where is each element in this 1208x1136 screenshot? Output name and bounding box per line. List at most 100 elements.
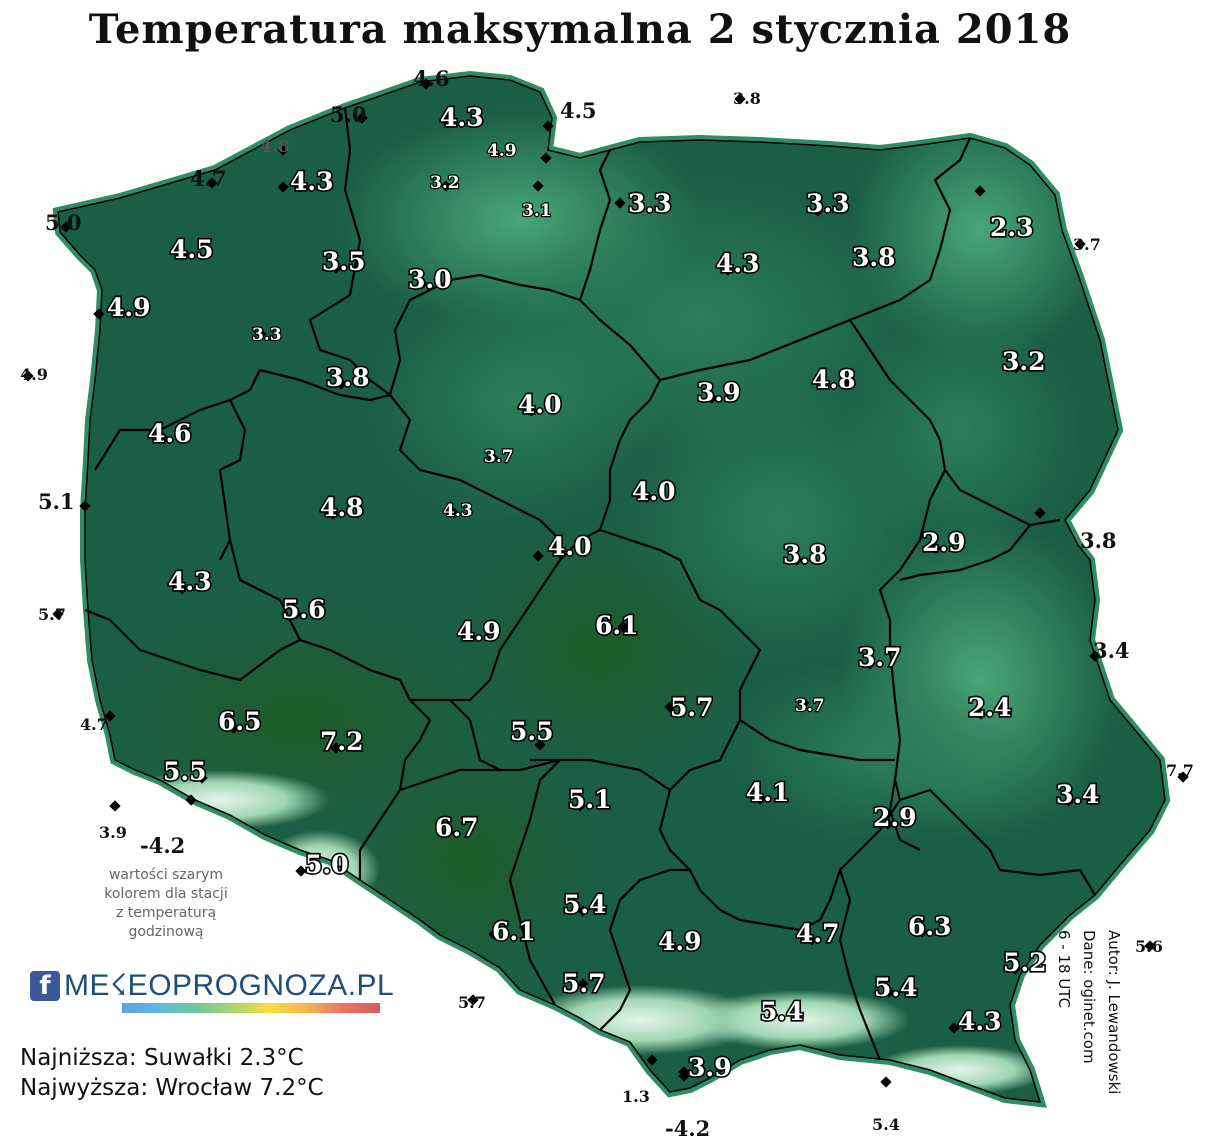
station: 5.4 — [872, 1076, 900, 1134]
station-value: 5.7 — [562, 969, 606, 998]
station: 3.7 — [483, 446, 515, 468]
note-line: wartości szarym — [108, 867, 224, 883]
station-value: 4.9 — [658, 927, 702, 956]
station-value: 6.5 — [218, 707, 262, 736]
station: 6.1 — [488, 915, 537, 948]
station-marker — [330, 262, 342, 274]
station: 3.0 — [406, 263, 453, 295]
station: 3.4 — [1054, 778, 1101, 810]
station-marker — [860, 256, 872, 268]
station-marker — [52, 608, 64, 620]
station-value: 3.9 — [688, 1053, 732, 1082]
station-marker — [176, 249, 188, 261]
author-credit: Autor: J. Lewandowski — [1105, 930, 1123, 1095]
station: 2.4 — [966, 691, 1013, 723]
station-marker — [617, 621, 629, 633]
station-marker — [864, 658, 876, 670]
station-marker — [448, 507, 460, 519]
station-value: 5.0 — [330, 102, 367, 127]
station-marker — [1144, 940, 1156, 952]
station-marker — [467, 994, 479, 1006]
station: 4.0 — [516, 388, 563, 420]
station: 4.3 — [277, 165, 335, 198]
station-marker — [930, 542, 942, 554]
station-marker — [488, 928, 500, 940]
station-marker — [330, 742, 342, 754]
station: 3.2 — [429, 172, 461, 194]
station: 5.7 — [38, 605, 66, 624]
station-value: 5.4 — [563, 890, 607, 919]
station-marker — [678, 1070, 690, 1082]
station-value: 4.8 — [260, 137, 290, 157]
note-line: godzinową — [128, 924, 204, 940]
station: 5.4 — [872, 971, 919, 1003]
gray-values-note: wartości szarym kolorem dla stacji z tem… — [86, 866, 246, 942]
station-value: 4.3 — [440, 103, 484, 132]
station: 5.5 — [508, 715, 555, 751]
station-value: 4.5 — [170, 235, 214, 264]
station-value: 3.5 — [322, 247, 366, 276]
station-marker — [842, 377, 854, 389]
station-marker — [812, 205, 824, 217]
voivodeship-borders — [84, 107, 1096, 1061]
station-marker — [1010, 362, 1022, 374]
station-value: 3.7 — [484, 447, 514, 467]
station: 4.3 — [166, 565, 213, 597]
station-marker — [327, 508, 339, 520]
station-value: 5.1 — [568, 785, 612, 814]
station-value: 6.7 — [435, 813, 479, 842]
logo-color-bar — [122, 1003, 380, 1013]
station-value: -4.2 — [665, 1116, 710, 1136]
station-marker — [1074, 238, 1086, 250]
station-marker — [540, 152, 552, 164]
station-value: 7.2 — [320, 727, 364, 756]
station: 4.6 — [146, 417, 193, 449]
station-value: 4.9 — [20, 365, 48, 384]
station-value: 3.8 — [326, 363, 370, 392]
station-marker — [614, 197, 626, 209]
station-marker — [882, 818, 894, 830]
station-value: 5.6 — [282, 595, 326, 624]
station-value: 3.1 — [522, 201, 552, 221]
station-value: 5.7 — [670, 693, 714, 722]
station: 5.6 — [1135, 937, 1163, 956]
station-marker — [646, 1054, 658, 1066]
station-marker — [1034, 507, 1046, 519]
station-value: 4.9 — [107, 293, 151, 322]
station-value: 3.7 — [858, 643, 902, 672]
station: 4.9 — [93, 291, 152, 324]
station: 3.3 — [251, 324, 283, 346]
station: 3.7 — [856, 641, 903, 673]
station-marker — [1089, 650, 1101, 662]
station: 4.5 — [168, 233, 215, 265]
station-value: 4.7 — [190, 166, 227, 191]
station: 4.0 — [630, 475, 677, 507]
station-value: 2.4 — [968, 693, 1012, 722]
station: 3.1 — [521, 180, 553, 222]
station-marker — [277, 144, 289, 156]
station-marker — [974, 185, 986, 197]
station-value: 4.0 — [632, 477, 676, 506]
station: 4.3 — [438, 101, 485, 133]
station-value: 2.3 — [990, 213, 1034, 242]
credits: Autor: J. Lewandowski Dane: oginet.com 6… — [1055, 930, 1135, 1120]
station-marker — [255, 328, 267, 340]
station: 5.6 — [280, 593, 327, 625]
station-value: 4.6 — [148, 419, 192, 448]
station-value: 4.0 — [548, 532, 592, 561]
station: 5.4 — [561, 888, 608, 920]
station-value: 4.3 — [716, 249, 760, 278]
station: 3.9 — [695, 376, 742, 408]
station-marker — [335, 378, 347, 390]
station-value: 5.6 — [1135, 937, 1163, 956]
station: 5.5 — [161, 755, 208, 787]
station: 4.8 — [318, 491, 365, 523]
station-value: 3.8 — [852, 243, 896, 272]
station-marker — [577, 905, 589, 917]
facebook-icon[interactable]: f — [30, 970, 60, 1001]
note-line: kolorem dla stacji — [104, 886, 228, 902]
meteoprognoza-logo[interactable]: f ME☇EOPROGNOZA.PL — [30, 968, 394, 1003]
station-value: 4.9 — [457, 617, 501, 646]
station-value: 6.3 — [908, 912, 952, 941]
